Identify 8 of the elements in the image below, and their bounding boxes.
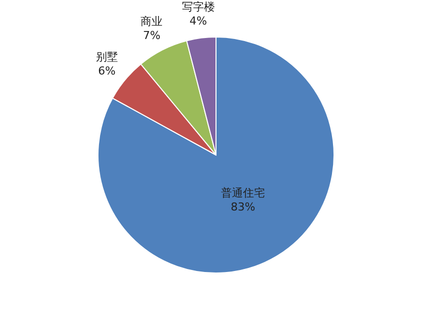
data-label: 6% — [98, 64, 116, 78]
slice-label: 商业 — [140, 14, 163, 28]
data-label: 83% — [230, 200, 256, 214]
slice-label: 别墅 — [96, 50, 118, 64]
data-label: 4% — [190, 14, 207, 28]
data-label: 7% — [142, 28, 160, 42]
slice-label: 写字楼 — [182, 0, 215, 14]
slice-label: 普通住宅 — [221, 186, 266, 200]
